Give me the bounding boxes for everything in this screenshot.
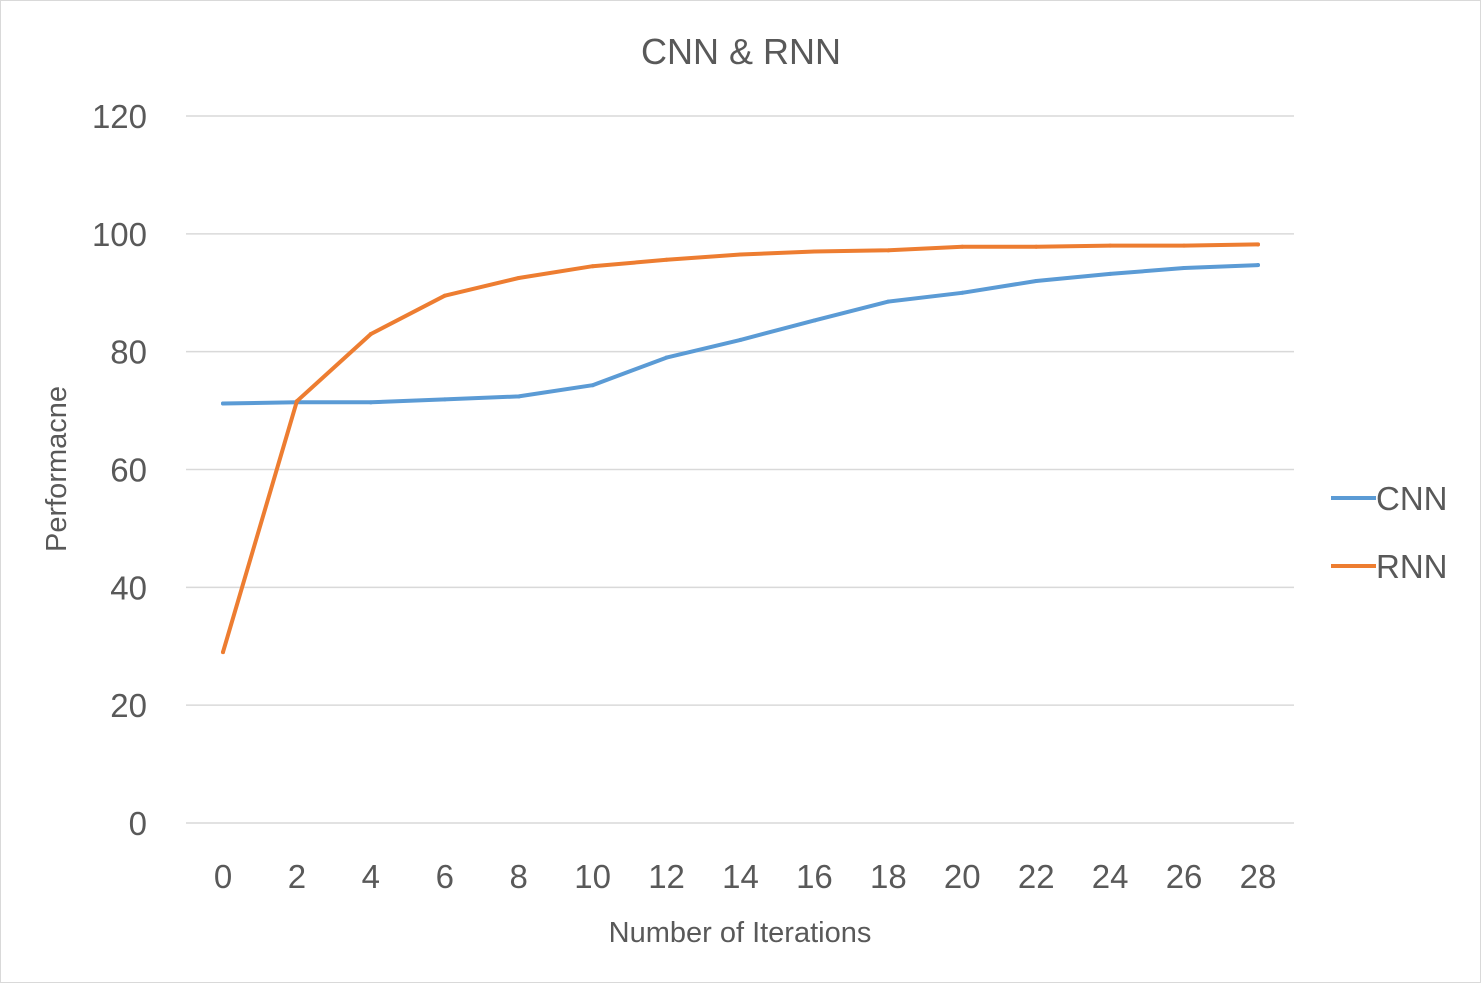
data-point-rnn: [590, 264, 595, 269]
y-tick-label: 40: [110, 569, 147, 606]
x-tick-label: 2: [288, 858, 306, 895]
y-tick-label: 20: [110, 687, 147, 724]
x-axis-title: Number of Iterations: [609, 917, 872, 949]
x-tick-label: 18: [870, 858, 907, 895]
x-tick-label: 12: [648, 858, 685, 895]
x-tick-label: 28: [1240, 858, 1277, 895]
x-tick-label: 24: [1092, 858, 1129, 895]
data-point-rnn: [664, 257, 669, 262]
data-point-cnn: [886, 299, 891, 304]
data-point-cnn: [1108, 271, 1113, 276]
x-tick-label: 4: [362, 858, 380, 895]
series-line-cnn: [221, 263, 1260, 406]
data-point-cnn: [1034, 278, 1039, 283]
y-axis-ticks: 0 20 40 60 80 100 120: [92, 98, 147, 842]
data-point-cnn: [664, 355, 669, 360]
legend-label-cnn: CNN: [1376, 480, 1448, 517]
data-point-rnn: [738, 252, 743, 257]
data-point-rnn: [516, 276, 521, 281]
legend-label-rnn: RNN: [1376, 548, 1448, 585]
data-point-cnn: [590, 383, 595, 388]
data-point-rnn: [368, 331, 373, 336]
data-point-rnn: [1034, 244, 1039, 249]
x-tick-label: 10: [574, 858, 611, 895]
gridlines: [186, 115, 1294, 824]
x-tick-label: 0: [214, 858, 232, 895]
y-tick-label: 60: [110, 452, 147, 489]
data-point-cnn: [516, 394, 521, 399]
x-axis-ticks: 0 2 4 6 8 10 12 14 16 18 20 22 24 26 28: [214, 858, 1277, 895]
data-point-rnn: [1108, 243, 1113, 248]
data-point-cnn: [812, 318, 817, 323]
data-point-rnn: [1256, 242, 1260, 247]
data-point-rnn: [442, 293, 447, 298]
x-tick-label: 26: [1166, 858, 1203, 895]
y-axis-title: Performacne: [41, 386, 73, 552]
data-point-cnn: [1182, 266, 1187, 271]
chart-title: CNN & RNN: [641, 31, 841, 72]
data-point-cnn: [738, 337, 743, 342]
y-tick-label: 100: [92, 216, 147, 253]
y-tick-label: 0: [129, 805, 147, 842]
data-point-cnn: [960, 290, 965, 295]
data-point-rnn: [221, 650, 225, 655]
x-tick-label: 8: [510, 858, 528, 895]
x-tick-label: 6: [436, 858, 454, 895]
data-point-rnn: [960, 244, 965, 249]
series-line-rnn: [221, 242, 1260, 655]
data-point-rnn: [886, 248, 891, 253]
legend: CNN RNN: [1331, 480, 1448, 585]
x-tick-label: 16: [796, 858, 833, 895]
data-point-rnn: [294, 399, 299, 404]
data-point-rnn: [812, 249, 817, 254]
data-point-cnn: [442, 397, 447, 402]
x-tick-label: 14: [722, 858, 759, 895]
data-point-cnn: [221, 401, 225, 406]
y-tick-label: 120: [92, 98, 147, 135]
x-tick-label: 22: [1018, 858, 1055, 895]
y-tick-label: 80: [110, 334, 147, 371]
x-tick-label: 20: [944, 858, 981, 895]
series-lines: [221, 242, 1260, 655]
data-point-cnn: [1256, 263, 1260, 268]
data-point-rnn: [1182, 243, 1187, 248]
data-point-cnn: [368, 400, 373, 405]
